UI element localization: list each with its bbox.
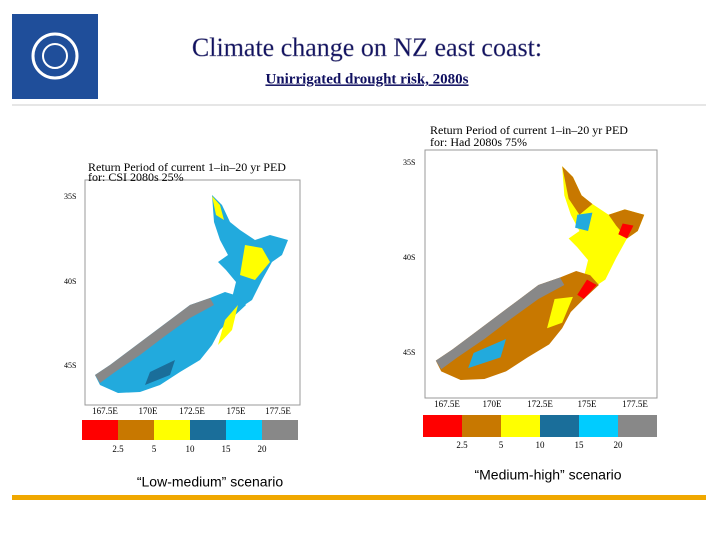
patch (240, 245, 270, 280)
lat-label: 35S (64, 192, 76, 201)
caption: “Medium-high” scenario (474, 467, 621, 483)
lat-label: 45S (64, 361, 76, 370)
lon-label: 172.5E (527, 399, 553, 409)
patch (575, 212, 593, 232)
patch (468, 339, 507, 369)
alps-band (95, 298, 214, 383)
legend-label: 20 (614, 440, 624, 450)
legend-swatch (618, 415, 657, 437)
lon-label: 177.5E (622, 399, 648, 409)
legend-label: 20 (258, 444, 268, 454)
legend-swatch (462, 415, 501, 437)
legend-swatch (154, 420, 190, 440)
logo (12, 14, 98, 99)
legend-label: 10 (186, 444, 196, 454)
legend-label: 10 (536, 440, 546, 450)
lat-label: 40S (64, 277, 76, 286)
lat-label: 40S (403, 253, 415, 262)
legend-swatch (501, 415, 540, 437)
footer-bar (12, 495, 706, 500)
lon-label: 167.5E (434, 399, 460, 409)
map-title: for: Had 2080s 75% (430, 135, 527, 149)
map-left (95, 195, 288, 393)
alps-band (435, 277, 565, 370)
lat-label: 35S (403, 158, 415, 167)
lon-label: 175E (578, 399, 598, 409)
lon-label: 177.5E (265, 406, 291, 416)
legend-swatch (226, 420, 262, 440)
patch (608, 209, 645, 239)
logo-globe (42, 43, 68, 69)
lon-label: 170E (483, 399, 503, 409)
legend-swatch (262, 420, 298, 440)
legend-label: 15 (222, 444, 232, 454)
legend-label: 2.5 (456, 440, 468, 450)
patch (218, 305, 238, 345)
lon-label: 170E (139, 406, 159, 416)
map-title: Return Period of current 1–in–20 yr PED (88, 160, 286, 174)
legend-swatch (82, 420, 118, 440)
legend-label: 5 (152, 444, 157, 454)
patch (577, 279, 597, 300)
legend-label: 15 (575, 440, 585, 450)
slide-subtitle: Unirrigated drought risk, 2080s (265, 71, 468, 87)
patch (562, 166, 593, 215)
legend-swatch (579, 415, 618, 437)
lon-label: 175E (227, 406, 247, 416)
legend-label: 2.5 (112, 444, 124, 454)
legend-swatch (540, 415, 579, 437)
legend-label: 5 (499, 440, 504, 450)
map-right (435, 166, 645, 381)
caption: “Low-medium” scenario (137, 474, 283, 490)
patch (618, 223, 634, 239)
slide-title: Climate change on NZ east coast: (192, 33, 542, 62)
lat-label: 45S (403, 348, 415, 357)
legend-swatch (118, 420, 154, 440)
map-title: Return Period of current 1–in–20 yr PED (430, 123, 628, 137)
logo-emblem (31, 32, 79, 80)
legend-swatch (190, 420, 226, 440)
patch (212, 196, 224, 220)
patch (547, 296, 573, 329)
map-title: for: CSI 2080s 25% (88, 170, 184, 184)
lon-label: 167.5E (92, 406, 118, 416)
lon-label: 172.5E (179, 406, 205, 416)
patch (145, 360, 175, 385)
south-island (95, 292, 246, 393)
legend-swatch (423, 415, 462, 437)
